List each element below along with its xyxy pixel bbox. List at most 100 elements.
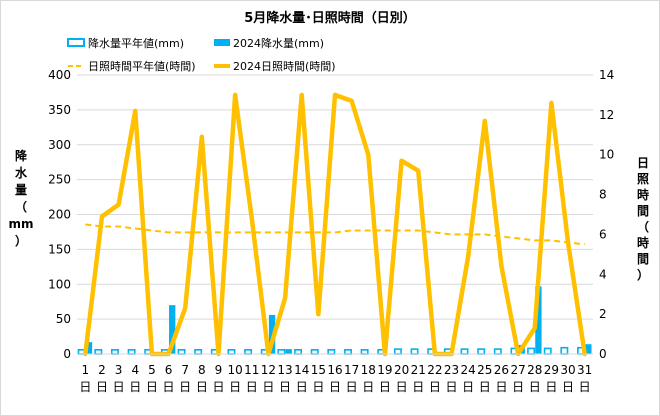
bar-normal-precip [127,349,136,355]
y-right-tick-label: 14 [599,68,614,82]
bar-2024-precip [169,305,176,354]
x-tick-label: 8 [198,363,206,377]
x-tick-suffix: 日 [296,380,308,394]
chart-title: 5月降水量･日照時間（日別） [244,10,416,26]
x-tick-suffix: 日 [529,380,541,394]
bar-normal-precip [94,349,103,355]
x-tick-label: 11 [244,363,259,377]
y-right-tick-label: 4 [599,267,607,281]
y-left-title-char: 水 [15,165,28,180]
x-tick-label: 16 [327,363,342,377]
bar-normal-precip [110,349,119,355]
x-tick-suffix: 日 [362,380,374,394]
x-tick-suffix: 日 [229,380,241,394]
y-left-tick-label: 300 [48,138,71,152]
x-tick-suffix: 日 [96,380,108,394]
y-right-title-char: 間 [637,204,649,218]
y-right-title-char: （ [637,219,649,234]
x-tick-label: 26 [494,363,509,377]
y-right-title-char: ） [637,267,649,282]
x-tick-label: 9 [215,363,223,377]
x-tick-suffix: 日 [246,380,258,394]
y-right-title-char: 日 [637,156,649,170]
x-tick-suffix: 日 [379,380,391,394]
bar-normal-precip [244,349,253,355]
bar-normal-precip [460,348,469,355]
x-tick-label: 10 [227,363,242,377]
bar-normal-precip [543,347,552,355]
x-tick-suffix: 日 [196,380,208,394]
x-tick-label: 7 [181,363,189,377]
x-tick-suffix: 日 [512,380,524,394]
x-tick-label: 6 [165,363,173,377]
y-right-title-char: 時 [637,235,649,250]
bar-2024-precip [585,344,592,354]
x-tick-label: 20 [394,363,409,377]
bar-normal-precip [227,349,236,355]
x-tick-label: 18 [361,363,376,377]
bar-2024-precip [285,349,292,354]
y-left-title-char: 量 [15,183,27,197]
y-left-tick-label: 0 [63,347,71,361]
y-left-tick-label: 100 [48,277,71,291]
y-right-tick-label: 0 [599,347,607,361]
x-tick-label: 31 [577,363,592,377]
x-tick-suffix: 日 [446,380,458,394]
x-tick-suffix: 日 [346,380,358,394]
x-tick-label: 4 [131,363,139,377]
y-left-title-char: mm [8,217,33,231]
x-tick-suffix: 日 [179,380,191,394]
x-tick-label: 1 [82,363,90,377]
legend: 降水量平年値(mm) 2024降水量(mm) 日照時間平年値(時間) 2024日… [67,36,336,73]
x-tick-label: 13 [277,363,292,377]
x-tick-suffix: 日 [79,380,91,394]
x-tick-label: 30 [560,363,575,377]
bar-normal-precip [294,349,303,355]
bar-normal-precip [310,349,319,355]
x-tick-label: 15 [311,363,326,377]
x-tick-label: 17 [344,363,359,377]
x-tick-label: 3 [115,363,123,377]
y-left-tick-label: 250 [48,173,71,187]
bar-normal-precip [194,349,203,355]
bar-normal-precip [560,346,569,355]
line-2024-sunshine [83,92,587,357]
y-left-tick-label: 50 [56,312,71,326]
x-tick-label: 27 [510,363,525,377]
lines [83,92,587,357]
x-tick-suffix: 日 [279,380,291,394]
y-left-tick-label: 150 [48,242,71,256]
x-tick-label: 12 [261,363,276,377]
legend-label-2024-sunshine: 2024日照時間(時間) [233,60,336,73]
legend-swatch-2024-precip [214,39,230,46]
x-tick-label: 14 [294,363,309,377]
bar-normal-precip [527,347,536,355]
x-tick-label: 25 [477,363,492,377]
x-tick-suffix: 日 [163,380,175,394]
x-tick-suffix: 日 [129,380,141,394]
y-right-tick-label: 10 [599,148,614,162]
bar-normal-precip [277,349,286,355]
y-left-tick-label: 400 [48,68,71,82]
x-tick-suffix: 日 [146,380,158,394]
y-right-title-char: 時 [637,187,649,202]
x-tick-suffix: 日 [312,380,324,394]
x-tick-label: 23 [444,363,459,377]
x-tick-label: 19 [377,363,392,377]
y-right-tick-label: 8 [599,188,607,202]
x-tick-label: 5 [148,363,156,377]
y-left-title-char: 降 [15,148,28,163]
x-tick-suffix: 日 [495,380,507,394]
x-tick-label: 22 [427,363,442,377]
x-tick-suffix: 日 [212,380,224,394]
x-tick-label: 28 [527,363,542,377]
bar-normal-precip [344,349,352,355]
x-tick-suffix: 日 [479,380,491,394]
line-normal-sunshine [85,223,585,246]
legend-label-normal-sunshine: 日照時間平年値(時間) [88,59,196,73]
x-tick-suffix: 日 [579,380,591,394]
y-left-title-char: （ [15,199,27,214]
bar-2024-precip [535,286,542,354]
legend-label-2024-precip: 2024降水量(mm) [233,36,324,50]
y-right-tick-label: 2 [599,307,607,321]
